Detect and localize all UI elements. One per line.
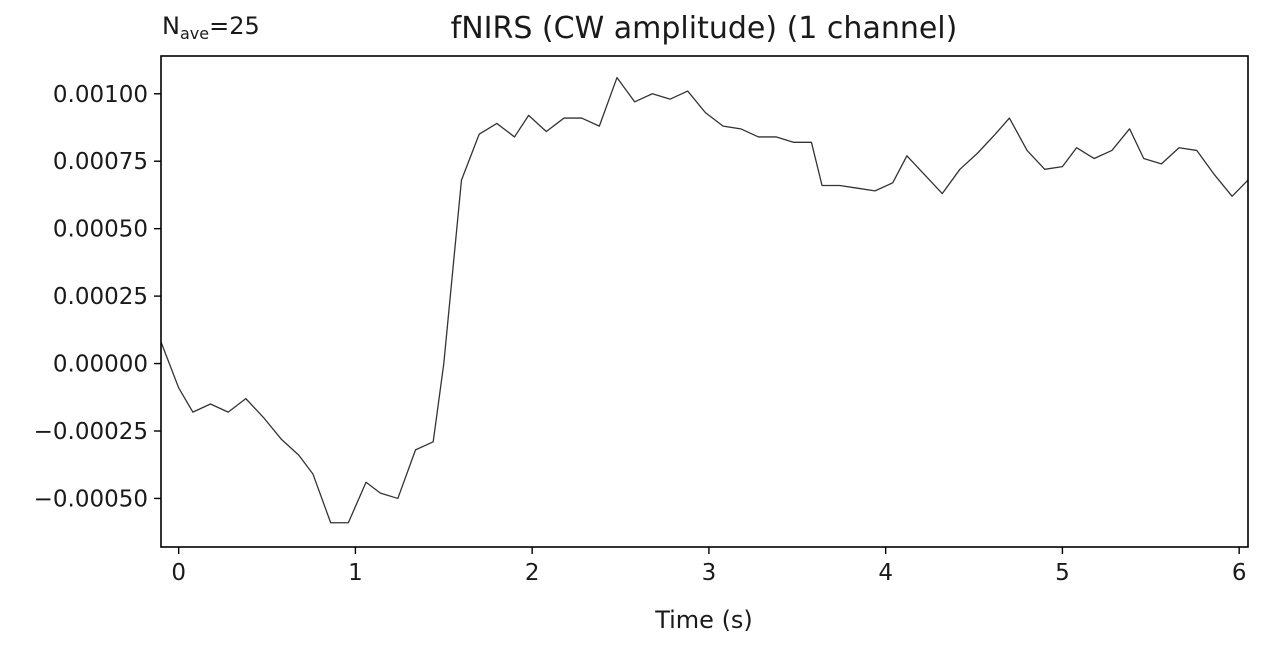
axes-frame [160,55,1249,548]
nave-subscript: ave [180,24,209,43]
nave-suffix: =25 [209,12,260,40]
x-tick-label: 4 [878,560,893,586]
x-axis: 0 1 2 3 4 5 6 [171,547,1246,586]
nave-prefix: N [162,12,180,40]
x-tick-label: 3 [702,560,717,586]
x-tick-label: 0 [171,560,186,586]
plot-area [161,76,1248,524]
y-tick-label: −0.00025 [34,419,148,445]
x-tick-label: 2 [525,560,540,586]
x-tick-label: 6 [1232,560,1247,586]
nave-annotation: Nave=25 [162,12,260,43]
y-tick-label: 0.00000 [53,352,148,378]
y-tick-label: 0.00100 [53,82,148,108]
y-axis: −0.00050 −0.00025 0.00000 0.00025 0.00050 0.0… [34,82,161,512]
x-tick-label: 5 [1055,560,1070,586]
y-tick-label: 0.00025 [53,284,148,310]
x-axis-label: Time (s) [654,606,753,634]
series-line-0 [161,76,1248,524]
y-tick-label: 0.00075 [53,149,148,175]
y-tick-label: −0.00050 [34,486,148,512]
x-tick-label: 1 [348,560,363,586]
chart-title: fNIRS (CW amplitude) (1 channel) [451,11,958,46]
y-tick-label: 0.00050 [53,217,148,243]
